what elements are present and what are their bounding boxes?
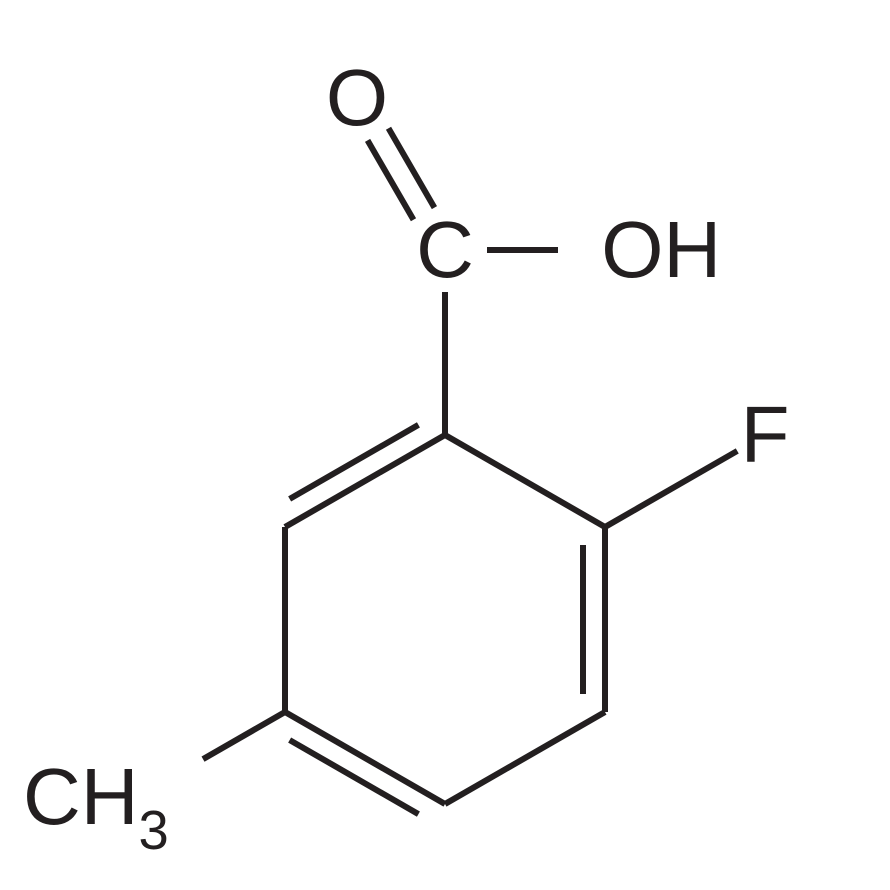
molecule-canvas: CO OH F CH3 xyxy=(0,0,890,890)
atom-carboxyl_O_dbl: O xyxy=(326,58,388,138)
atom-carboxyl_OH: OH xyxy=(601,210,721,290)
atom-F: F xyxy=(741,395,790,475)
atom-carboxyl_C: C xyxy=(416,210,474,290)
atom-CH3: CH3 xyxy=(23,757,169,850)
